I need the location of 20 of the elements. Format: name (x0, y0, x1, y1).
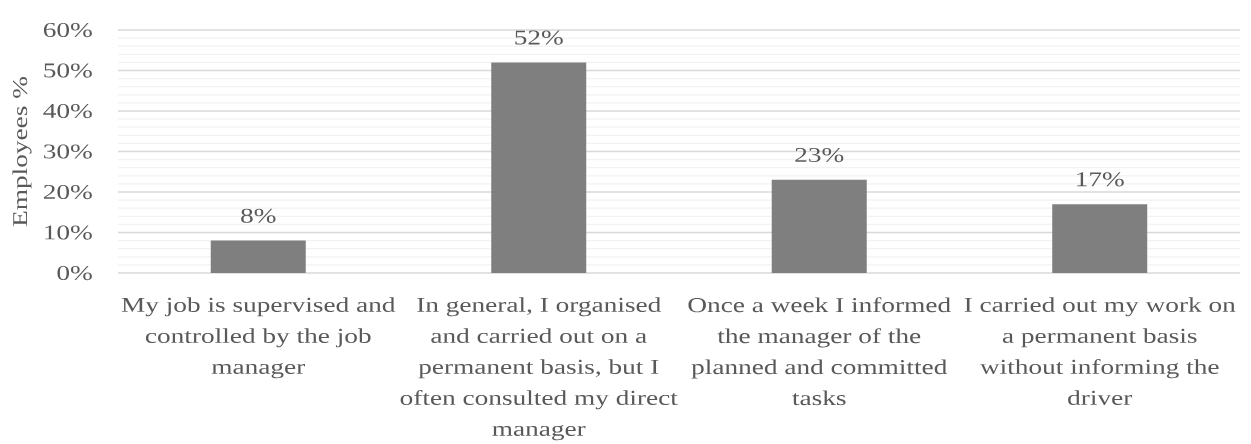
y-tick-label: 40% (43, 103, 92, 119)
x-tick-label: Once a week I informed the manager of the planned and committed tasks (688, 297, 951, 406)
x-tick-label: I carried out my work on a permanent basis without informing the driver (964, 297, 1236, 405)
data-label: 8% (241, 208, 276, 223)
data-label: 52% (515, 30, 563, 45)
data-label: 23% (795, 147, 844, 163)
y-tick-label: 0% (57, 265, 92, 281)
bar (491, 62, 587, 273)
y-tick-label: 20% (43, 184, 92, 200)
data-label: 17% (1077, 172, 1124, 187)
bar (771, 179, 867, 273)
y-tick-label: 50% (44, 63, 92, 78)
y-axis-title: Employees % (12, 77, 32, 227)
bar (210, 240, 306, 273)
y-tick-label: 10% (45, 225, 92, 240)
x-tick-label: My job is supervised and controlled by the job manager (121, 297, 396, 379)
y-tick-label: 60% (43, 22, 92, 38)
y-tick-label: 30% (44, 144, 92, 159)
x-tick-label: In general, I organised and carried out on a permanent basis, but I often consulted my direct manager (400, 297, 678, 441)
bar (1052, 204, 1148, 273)
